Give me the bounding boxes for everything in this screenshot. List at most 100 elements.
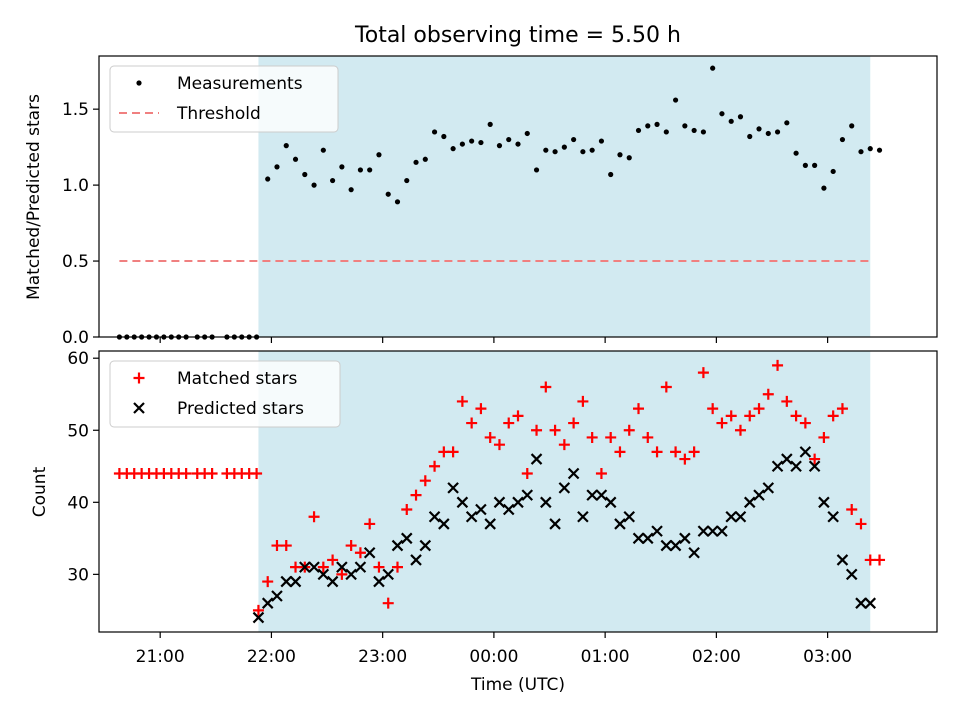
x-tick-label: 22:00 bbox=[247, 647, 296, 667]
matched-stars-point bbox=[633, 403, 645, 415]
legend-box bbox=[109, 360, 341, 428]
predicted-stars-point bbox=[549, 518, 561, 530]
matched-stars-point bbox=[484, 431, 496, 443]
matched-stars-point bbox=[354, 547, 366, 559]
top-y-axis-label: Matched/Predicted stars bbox=[24, 94, 44, 300]
matched-stars-point bbox=[707, 403, 719, 415]
matched-stars-point bbox=[605, 431, 617, 443]
measurements-point bbox=[663, 129, 669, 135]
predicted-stars-point bbox=[289, 575, 302, 588]
matched-stars-point bbox=[308, 511, 320, 523]
measurements-point bbox=[394, 199, 401, 205]
matched-stars-point bbox=[651, 446, 663, 458]
matched-stars-point bbox=[809, 453, 821, 465]
predicted-stars-point bbox=[660, 539, 673, 552]
matched-stars-point bbox=[252, 604, 264, 616]
measurements-point bbox=[608, 171, 614, 178]
matched-stars-point bbox=[568, 417, 580, 429]
matched-stars-point bbox=[725, 410, 737, 422]
measurements-point bbox=[849, 123, 855, 129]
predicted-stars-point bbox=[845, 568, 858, 581]
predicted-stars-point bbox=[428, 510, 441, 523]
measurements-point bbox=[626, 155, 632, 161]
predicted-stars-point bbox=[261, 597, 274, 609]
bottom-panel: 30 40 50 60 21:00 22:00 23:00 00:00 01:00 02:00 0… bbox=[30, 349, 938, 695]
predicted-stars-point bbox=[345, 568, 357, 581]
measurements-point bbox=[469, 138, 475, 144]
predicted-stars-point bbox=[725, 510, 737, 523]
matched-stars-point bbox=[855, 518, 867, 530]
predicted-stars-point bbox=[827, 510, 839, 523]
predicted-stars-point bbox=[855, 597, 867, 609]
measurements-point bbox=[765, 130, 771, 137]
matched-stars-point bbox=[429, 460, 441, 472]
matched-stars-point bbox=[772, 359, 784, 371]
predicted-stars-point bbox=[669, 539, 682, 552]
measurements-point bbox=[710, 65, 716, 71]
measurements-point bbox=[376, 152, 382, 158]
predicted-stars-point bbox=[419, 539, 432, 552]
predicted-stars-point bbox=[558, 482, 571, 494]
predicted-stars-point bbox=[642, 532, 654, 545]
matched-stars-point bbox=[401, 504, 413, 516]
measurements-point bbox=[747, 133, 753, 140]
predicted-stars-point bbox=[706, 525, 719, 537]
matched-stars-point bbox=[540, 381, 552, 393]
legend-entry-label: Threshold bbox=[176, 104, 261, 124]
measurements-point bbox=[543, 147, 549, 153]
measurements-point bbox=[413, 159, 419, 165]
matched-stars-point bbox=[456, 395, 468, 407]
predicted-stars-point bbox=[363, 546, 376, 559]
matched-stars-point bbox=[734, 424, 746, 436]
matched-stars-point bbox=[558, 439, 570, 451]
predicted-stars-point bbox=[475, 503, 487, 516]
predicted-stars-point bbox=[586, 489, 598, 501]
predicted-stars-point bbox=[743, 496, 756, 509]
y-tick-label: 1.0 bbox=[62, 176, 89, 196]
matched-stars-point bbox=[744, 410, 756, 422]
predicted-stars-point bbox=[716, 525, 728, 537]
matched-stars-point bbox=[827, 410, 839, 422]
predicted-stars-point bbox=[326, 575, 339, 588]
matched-stars-point bbox=[327, 554, 339, 566]
predicted-stars-point bbox=[614, 518, 626, 530]
measurements-point bbox=[774, 129, 781, 135]
predicted-stars-point bbox=[391, 539, 404, 552]
predicted-stars-point bbox=[493, 496, 506, 509]
legend-entry-label: Measurements bbox=[177, 74, 303, 94]
matched-stars-point bbox=[271, 540, 283, 552]
measurements-point bbox=[654, 121, 660, 127]
predicted-stars-point bbox=[530, 453, 543, 465]
measurements-point bbox=[348, 187, 354, 193]
top-legend: Measurements Threshold bbox=[109, 65, 339, 133]
matched-stars-point bbox=[512, 410, 524, 422]
measurements-point bbox=[496, 143, 503, 149]
measurements-point bbox=[330, 177, 336, 184]
matched-stars-point bbox=[419, 475, 431, 487]
matched-stars-point bbox=[317, 561, 329, 573]
matched-stars-point bbox=[280, 540, 292, 552]
matched-stars-point bbox=[716, 417, 728, 429]
predicted-stars-point bbox=[465, 510, 478, 523]
matched-stars-point bbox=[586, 431, 598, 443]
y-tick-label: 50 bbox=[67, 421, 89, 441]
matched-stars-point bbox=[503, 417, 515, 429]
x-tick-label: 01:00 bbox=[581, 647, 630, 667]
predicted-stars-point bbox=[317, 568, 330, 581]
matched-stars-point bbox=[262, 576, 274, 588]
measurements-point bbox=[292, 156, 299, 162]
bottom-y-axis-label: Count bbox=[30, 466, 50, 517]
measurements-point bbox=[756, 126, 762, 132]
x-tick-label: 23:00 bbox=[358, 647, 407, 667]
y-tick-label: 30 bbox=[67, 565, 89, 585]
predicted-stars-point bbox=[771, 460, 784, 473]
measurements-point bbox=[450, 146, 456, 152]
predicted-stars-point bbox=[595, 489, 608, 501]
measurements-point bbox=[839, 136, 846, 143]
predicted-stars-point bbox=[512, 496, 524, 509]
predicted-stars-point bbox=[651, 525, 663, 537]
chart-title: Total observing time = 5.50 h bbox=[354, 23, 681, 48]
measurements-point bbox=[422, 156, 428, 162]
matched-stars-point bbox=[251, 467, 263, 479]
measurements-point bbox=[821, 185, 827, 191]
